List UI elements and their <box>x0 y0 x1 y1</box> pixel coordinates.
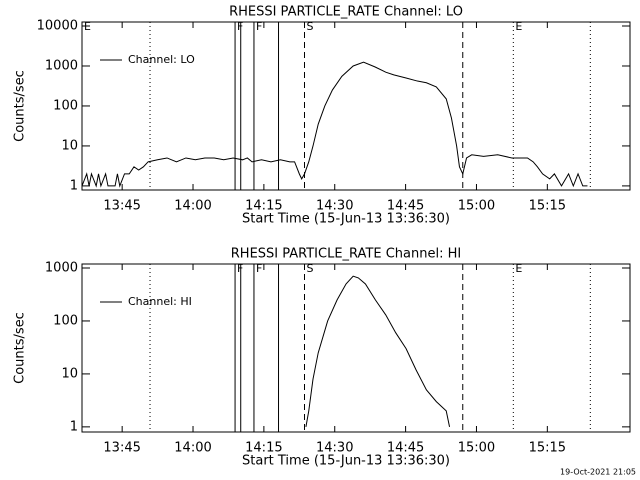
x-tick-label: 14:45 <box>387 441 424 456</box>
x-tick-label: 13:45 <box>103 441 140 456</box>
x-tick-label: 14:15 <box>245 441 282 456</box>
marker-label: F <box>237 262 243 275</box>
legend-label: Channel: HI <box>128 295 192 308</box>
y-tick-label: 1 <box>70 178 78 193</box>
marker-label: E <box>84 20 91 33</box>
x-tick-label: 15:00 <box>458 199 495 214</box>
y-tick-label: 10 <box>61 366 78 381</box>
x-tick-label: 15:15 <box>529 441 566 456</box>
marker-label: S <box>307 20 314 33</box>
plot-frame <box>81 21 631 191</box>
footer: 19-Oct-2021 21:05 <box>560 468 636 477</box>
data-line <box>81 61 588 188</box>
y-axis-label: Counts/sec <box>13 312 28 384</box>
y-tick-label: 1000 <box>45 58 78 73</box>
x-tick-label: 14:30 <box>316 199 353 214</box>
y-tick-label: 1 <box>70 419 78 434</box>
x-tick-label: 14:00 <box>174 441 211 456</box>
x-axis-label: Start Time (15-Jun-13 13:36:30) <box>242 454 450 469</box>
y-tick-label: 1000 <box>45 261 78 276</box>
marker-label: F <box>237 20 243 33</box>
x-tick-label: 14:45 <box>387 199 424 214</box>
x-tick-label: 14:00 <box>174 199 211 214</box>
x-axis-label: Start Time (15-Jun-13 13:36:30) <box>242 212 450 227</box>
x-tick-label: 14:15 <box>245 199 282 214</box>
y-tick-label: 10000 <box>37 19 78 34</box>
y-tick-label: 100 <box>53 313 78 328</box>
y-tick-label: 100 <box>53 98 78 113</box>
marker-label: F <box>256 20 262 33</box>
x-tick-label: 15:15 <box>529 199 566 214</box>
chart-title: RHESSI PARTICLE_RATE Channel: LO <box>229 5 463 20</box>
y-tick-label: 10 <box>61 138 78 153</box>
plot-frame <box>81 263 631 433</box>
marker-label: F <box>256 262 262 275</box>
data-line <box>305 275 451 427</box>
legend-label: Channel: LO <box>128 53 195 66</box>
x-tick-label: 13:45 <box>103 199 140 214</box>
x-tick-label: 14:30 <box>316 441 353 456</box>
marker-label: S <box>307 262 314 275</box>
marker-label: E <box>515 20 522 33</box>
x-tick-label: 15:00 <box>458 441 495 456</box>
marker-label: E <box>515 262 522 275</box>
y-axis-label: Counts/sec <box>13 70 28 142</box>
chart-title: RHESSI PARTICLE_RATE Channel: HI <box>231 247 461 262</box>
